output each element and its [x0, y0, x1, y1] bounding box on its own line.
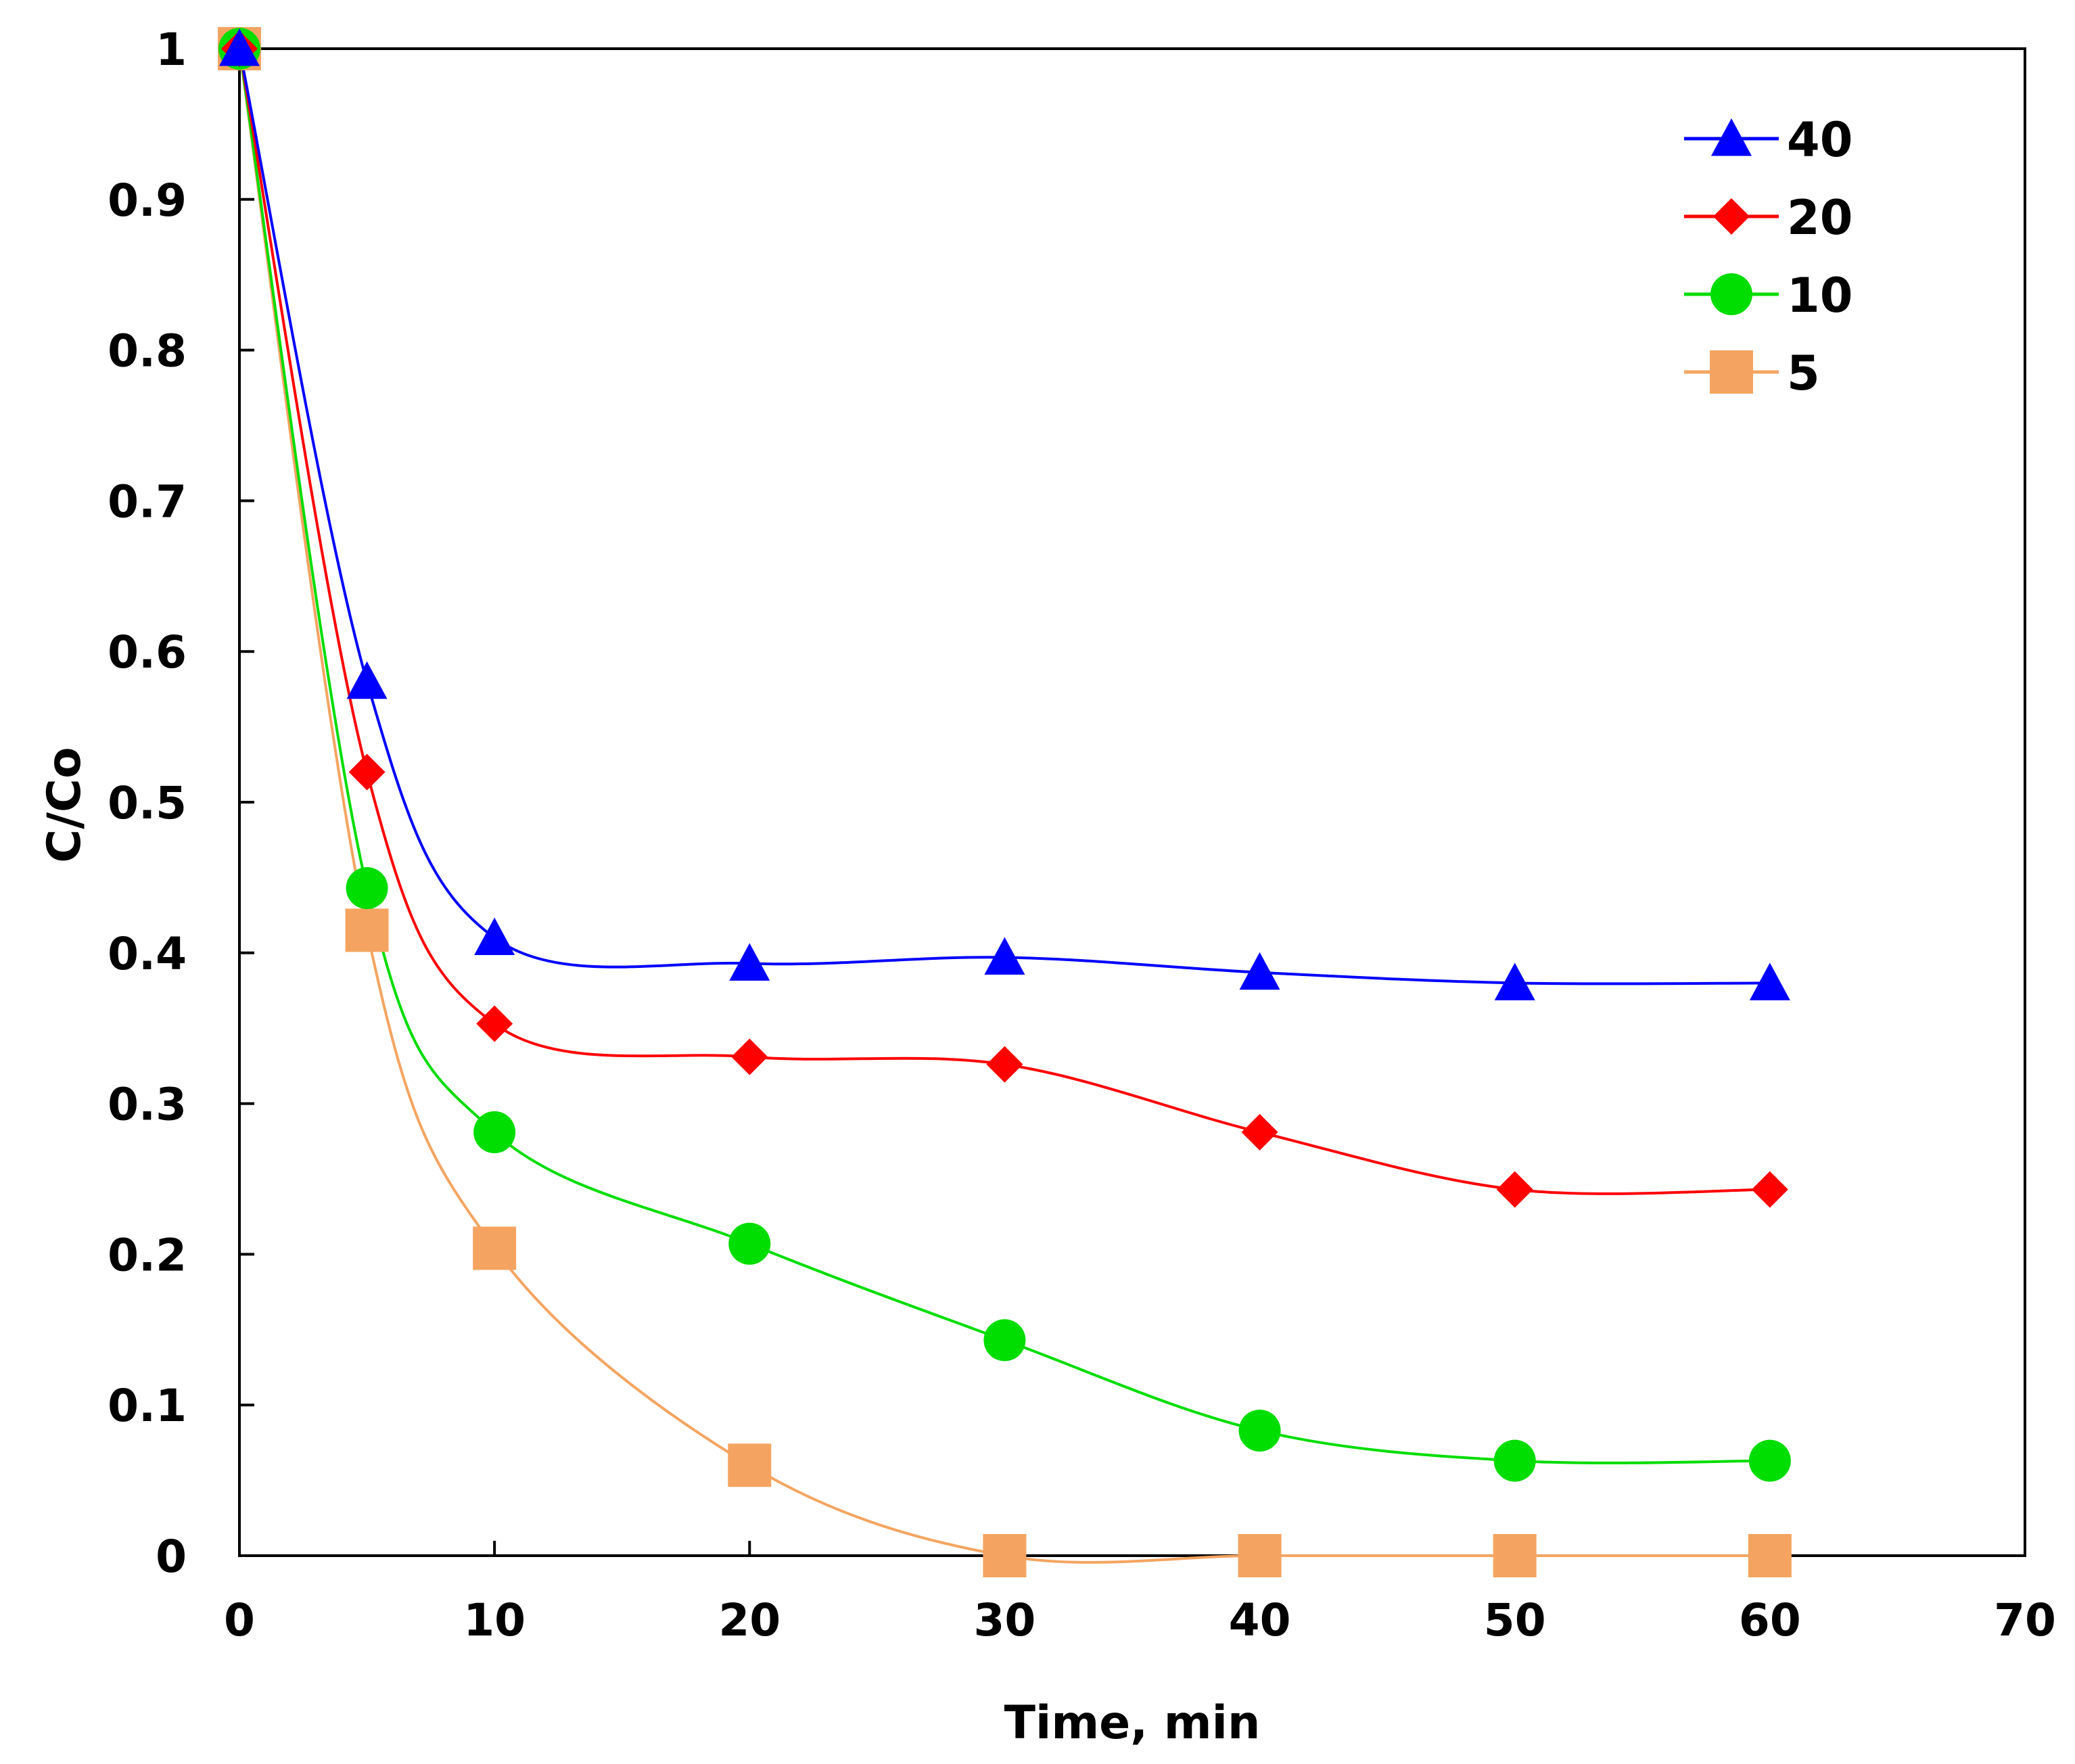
x-tick-label: 30 [973, 1594, 1035, 1646]
data-point-5 [1493, 1534, 1537, 1577]
plot-area [238, 47, 2026, 1557]
y-axis-title: C/Co [38, 747, 91, 862]
x-tick-label: 0 [224, 1594, 255, 1646]
data-point-5 [345, 908, 389, 952]
data-point-40 [219, 28, 260, 66]
x-axis-title: Time, min [1004, 1696, 1261, 1750]
y-axis-ticks: 0 0.1 0.2 0.3 0.4 0.5 0.6 0.7 0.8 0.9 1 [108, 24, 254, 1583]
data-point-10 [728, 1222, 771, 1265]
legend-label-40: 40 [1787, 112, 1852, 168]
x-tick-label: 60 [1739, 1594, 1801, 1646]
x-tick-label: 20 [718, 1594, 780, 1646]
y-tick-label: 0.3 [108, 1079, 187, 1131]
data-point-5 [1238, 1534, 1282, 1577]
y-tick-label: 0.7 [108, 475, 187, 528]
series-line-20 [238, 48, 1770, 1195]
data-point-40 [984, 937, 1025, 975]
data-point-40 [1494, 962, 1535, 1000]
data-point-10 [1238, 1410, 1281, 1452]
legend: 40 20 10 5 [1684, 112, 1852, 401]
series-line-10 [238, 48, 1770, 1464]
data-point-20 [1241, 1113, 1278, 1151]
data-point-20 [476, 1005, 513, 1042]
data-point-10 [983, 1319, 1026, 1362]
data-point-5 [983, 1534, 1027, 1577]
data-point-20 [731, 1038, 768, 1075]
y-tick-label: 0.4 [108, 928, 187, 980]
data-point-40 [1749, 962, 1790, 1000]
legend-label-10: 10 [1787, 268, 1852, 323]
data-point-5 [473, 1226, 517, 1270]
legend-label-20: 20 [1787, 190, 1852, 246]
y-tick-label: 0.9 [108, 175, 187, 227]
x-tick-label: 40 [1229, 1594, 1291, 1646]
y-tick-label: 0.8 [108, 325, 187, 377]
legend-marker-10 [1710, 273, 1752, 315]
legend-marker-5 [1710, 350, 1753, 394]
legend-label-5: 5 [1787, 346, 1820, 401]
y-tick-label: 1 [156, 24, 187, 76]
y-tick-label: 0.1 [108, 1380, 187, 1432]
x-tick-label: 50 [1484, 1594, 1546, 1646]
series-line-40 [238, 48, 1770, 985]
data-point-10 [1493, 1439, 1536, 1482]
data-point-10 [346, 866, 388, 909]
x-tick-label: 70 [1994, 1594, 2056, 1646]
data-point-20 [348, 753, 386, 791]
legend-marker-40 [1711, 118, 1752, 156]
data-point-40 [346, 661, 388, 699]
y-tick-label: 0.6 [108, 626, 187, 678]
x-axis-ticks: 0 10 20 30 40 50 60 70 [224, 1541, 2056, 1646]
legend-marker-20 [1713, 198, 1750, 235]
data-point-10 [1748, 1439, 1791, 1482]
y-tick-label: 0.2 [108, 1229, 187, 1281]
data-point-20 [986, 1046, 1023, 1083]
data-point-5 [1748, 1534, 1792, 1577]
data-point-10 [473, 1111, 516, 1153]
y-tick-label: 0 [156, 1531, 187, 1583]
data-point-5 [728, 1443, 772, 1487]
x-tick-label: 10 [463, 1594, 526, 1646]
data-point-40 [729, 943, 770, 981]
data-point-40 [1239, 952, 1280, 990]
data-point-20 [1751, 1171, 1788, 1208]
y-tick-label: 0.5 [108, 777, 187, 829]
data-point-20 [1496, 1171, 1533, 1208]
data-point-40 [474, 917, 515, 956]
series-layer [218, 27, 1792, 1577]
